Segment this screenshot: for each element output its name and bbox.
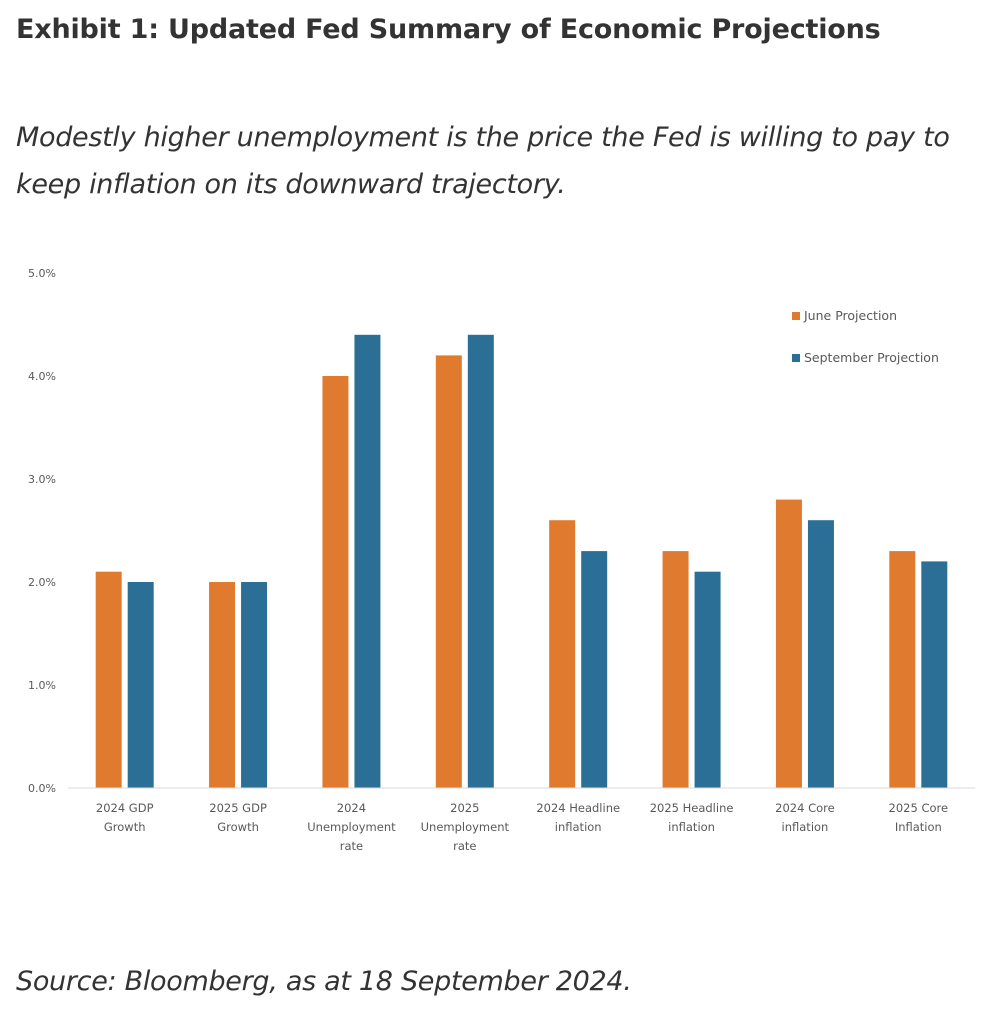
x-tick-label-line: Growth [104, 820, 146, 834]
legend-label: September Projection [804, 350, 939, 365]
x-tick-label: 2024 Core inflation [775, 801, 835, 834]
x-tick-label-line: inflation [782, 820, 829, 834]
y-tick-label: 4.0% [28, 370, 56, 383]
source-note: Source: Bloomberg, as at 18 September 20… [16, 966, 632, 997]
bar [921, 561, 948, 788]
x-tick-label: 2024 GDP Growth [96, 801, 154, 834]
y-tick-label: 5.0% [28, 267, 56, 280]
bar [209, 582, 236, 788]
bar-chart: 0.0%1.0%2.0%3.0%4.0%5.0% 2024 GDP Growth2… [28, 267, 975, 853]
bar [354, 334, 381, 788]
y-axis-labels: 0.0% 1.0% 2.0% 3.0% 4.0% 5.0% [28, 267, 56, 795]
x-tick-label-line: rate [453, 839, 476, 853]
legend-label: June Projection [803, 308, 897, 323]
bar [95, 571, 122, 788]
legend-swatch [792, 354, 800, 362]
x-tick-label-line: 2024 Headline [536, 801, 620, 815]
bar [807, 520, 834, 788]
y-tick-label: 2.0% [28, 576, 56, 589]
x-tick-label: 2024 Headline inflation [536, 801, 620, 834]
x-tick-label-line: Growth [217, 820, 259, 834]
bar [694, 571, 721, 788]
bar [322, 376, 349, 788]
x-tick-label-line: inflation [668, 820, 715, 834]
x-tick-label: 2024 Unemployment rate [307, 801, 396, 853]
bar [127, 582, 154, 788]
bar [435, 355, 462, 788]
x-tick-label-line: 2025 Headline [650, 801, 734, 815]
x-tick-label-line: rate [340, 839, 363, 853]
y-tick-label: 0.0% [28, 782, 56, 795]
y-tick-label: 3.0% [28, 473, 56, 486]
bar [775, 499, 802, 788]
y-tick-label: 1.0% [28, 679, 56, 692]
x-tick-label-line: Inflation [895, 820, 942, 834]
x-tick-label-line: 2024 GDP [96, 801, 154, 815]
chart-container: 0.0% 1.0% 2.0% 3.0% 4.0% 5.0% 2024 GDP Growth 2… [0, 250, 1001, 880]
x-tick-label-line: inflation [555, 820, 602, 834]
x-tick-label-line: 2024 Core [775, 801, 835, 815]
bar [467, 334, 494, 788]
legend: June Projection September Projection [792, 308, 939, 365]
x-tick-label: 2025 Unemployment rate [421, 801, 510, 853]
x-tick-label: 2025 GDP Growth [209, 801, 267, 834]
x-tick-label-line: 2025 [450, 801, 479, 815]
x-tick-label-line: 2025 GDP [209, 801, 267, 815]
bar [241, 582, 268, 788]
x-tick-label-line: Unemployment [421, 820, 510, 834]
x-tick-label-line: 2025 Core [889, 801, 949, 815]
bar [889, 551, 916, 788]
legend-swatch [792, 312, 800, 320]
x-tick-label-line: Unemployment [307, 820, 396, 834]
exhibit-title: Exhibit 1: Updated Fed Summary of Econom… [16, 14, 881, 45]
x-tick-label-line: 2024 [337, 801, 366, 815]
bar [549, 520, 576, 788]
x-axis-labels: 2024 GDP Growth 2025 GDP Growth 2024 Unemploy… [96, 801, 948, 853]
x-tick-label: 2025 Headline inflation [650, 801, 734, 834]
bar [581, 551, 608, 788]
bar [662, 551, 689, 788]
x-tick-label: 2025 Core Inflation [889, 801, 949, 834]
exhibit-subtitle: Modestly higher unemployment is the pric… [16, 122, 950, 200]
bars [95, 334, 948, 788]
